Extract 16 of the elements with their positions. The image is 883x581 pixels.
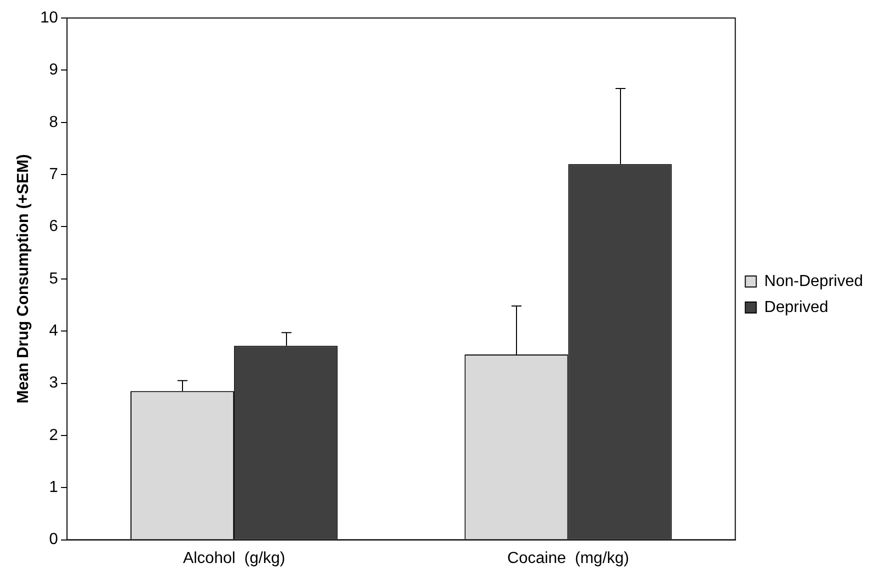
y-tick-label: 1: [49, 479, 58, 496]
y-tick-label: 10: [40, 9, 58, 26]
y-tick-label: 4: [49, 322, 58, 340]
y-tick-label: 5: [49, 270, 58, 288]
y-tick-label: 3: [49, 374, 58, 392]
y-tick-label: 9: [49, 62, 58, 79]
y-axis-title: Mean Drug Consumption (+SEM): [15, 154, 32, 404]
y-tick-label: 7: [49, 166, 58, 183]
legend-label: Non-Deprived: [764, 272, 864, 290]
x-tick-label: Cocaine (mg/kg): [507, 550, 630, 567]
y-tick-label: 6: [49, 218, 58, 236]
legend-label: Deprived: [764, 298, 828, 316]
y-tick-label: 2: [49, 426, 58, 444]
x-tick-label: Alcohol (g/kg): [182, 550, 286, 567]
y-tick-label: 0: [49, 531, 58, 548]
y-tick-label: 8: [49, 114, 58, 131]
